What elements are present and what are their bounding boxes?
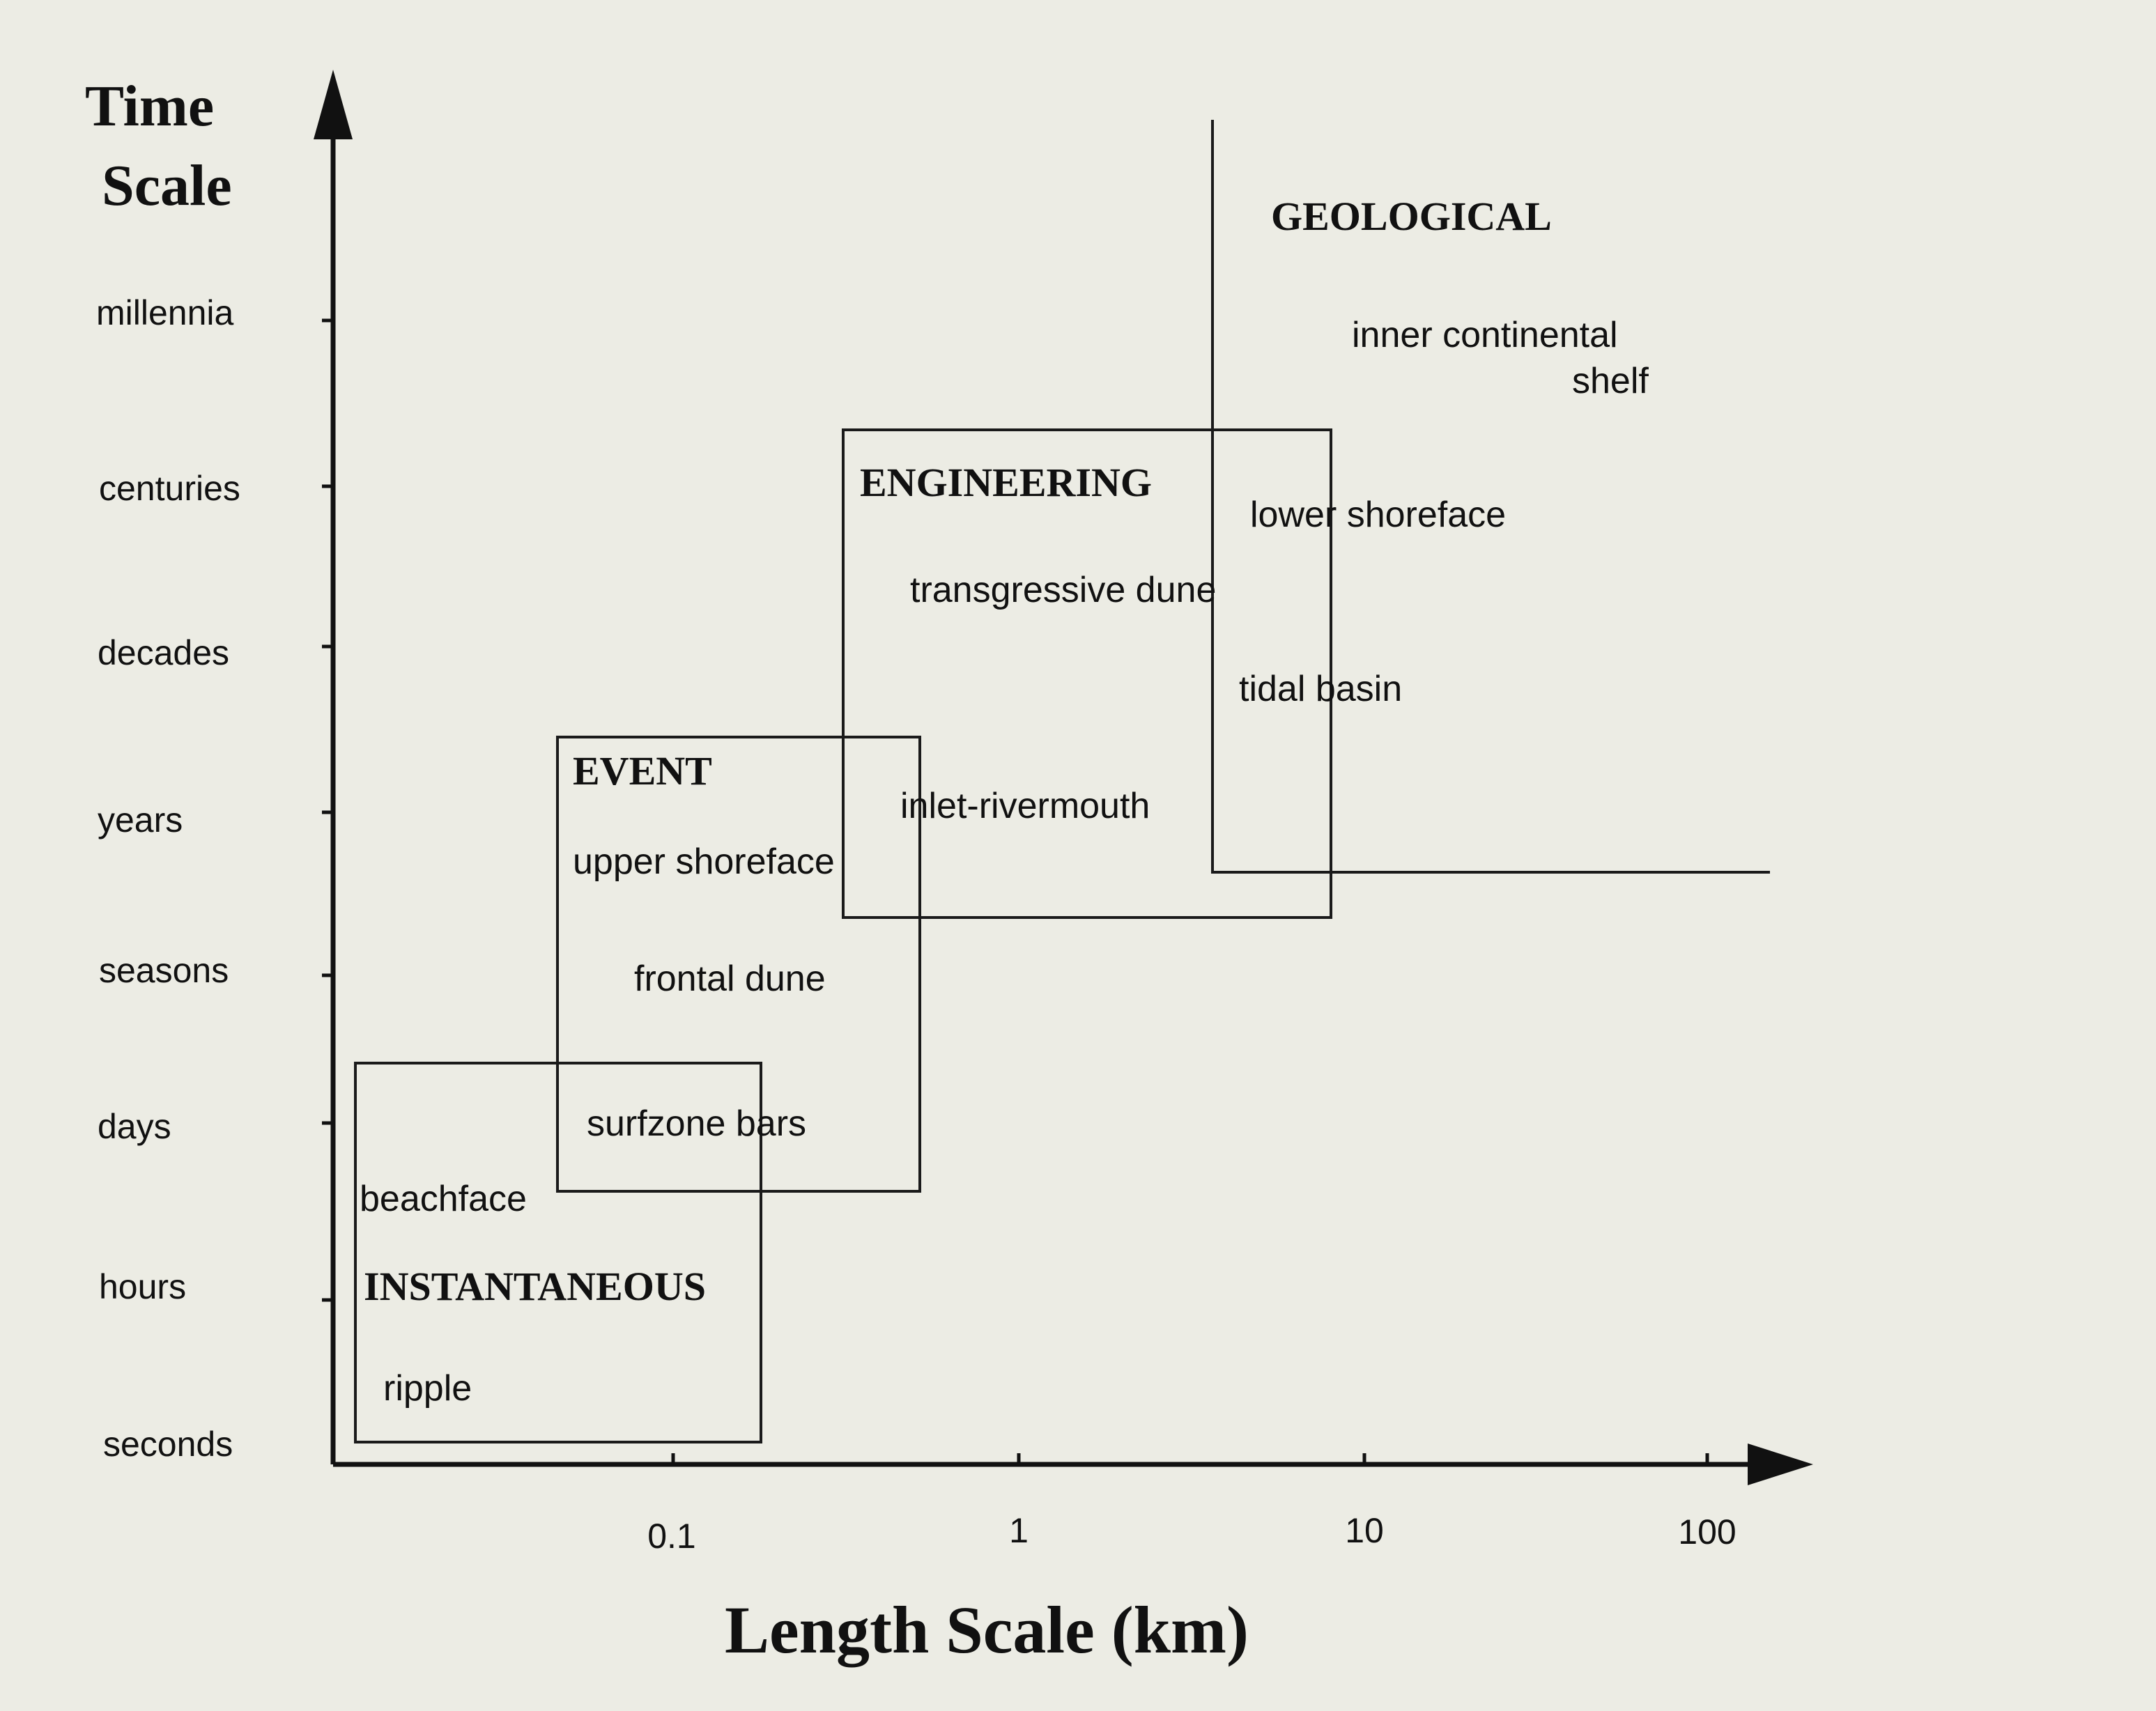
geological-label: GEOLOGICAL [1271, 194, 1552, 239]
x-ticks [671, 1453, 1709, 1464]
x-axis-title: Length Scale (km) [725, 1593, 1249, 1667]
y-tick-label-seasons: seasons [99, 951, 229, 990]
feature-tidal-basin: tidal basin [1239, 669, 1402, 709]
event-region [556, 736, 921, 1193]
x-tick-label-1: 1 [1009, 1511, 1029, 1550]
y-tick-label-decades: decades [98, 633, 229, 672]
event-label: EVENT [573, 748, 712, 793]
x-axis-arrowhead [1748, 1443, 1813, 1485]
instantaneous-label: INSTANTANEOUS [364, 1264, 706, 1309]
x-tick-label-10: 10 [1345, 1511, 1384, 1550]
feature-upper-shoreface: upper shoreface [573, 842, 835, 882]
feature-lower-shoreface: lower shoreface [1250, 495, 1506, 535]
axes [314, 70, 1813, 1485]
feature-inlet-rivermouth: inlet-rivermouth [900, 786, 1150, 826]
y-axis-title-line2: Scale [102, 153, 232, 218]
x-tick-label-0.1: 0.1 [647, 1517, 696, 1556]
engineering-region [842, 428, 1332, 919]
y-tick-label-millennia: millennia [96, 293, 234, 332]
y-axis-arrowhead [314, 70, 353, 139]
y-tick-label-hours: hours [99, 1267, 186, 1306]
engineering-label: ENGINEERING [860, 460, 1152, 505]
feature-frontal-dune: frontal dune [634, 959, 826, 999]
feature-transgressive-dune: transgressive dune [910, 570, 1216, 610]
y-tick-label-days: days [98, 1107, 171, 1146]
x-tick-label-100: 100 [1678, 1512, 1736, 1551]
region-boxes [354, 120, 1770, 1443]
feature-inner-continental-line2: shelf [1572, 361, 1649, 401]
instantaneous-region [354, 1062, 762, 1443]
y-tick-label-seconds: seconds [103, 1425, 233, 1464]
geological-region [1211, 120, 1770, 874]
feature-surfzone-bars: surfzone bars [587, 1104, 806, 1144]
y-axis-title-line1: Time [85, 74, 214, 139]
y-tick-label-years: years [98, 800, 183, 839]
y-tick-label-centuries: centuries [99, 469, 240, 508]
feature-inner-continental-line1: inner continental [1352, 315, 1618, 355]
feature-beachface: beachface [360, 1179, 527, 1219]
y-ticks [322, 318, 333, 1302]
feature-ripple: ripple [383, 1368, 472, 1409]
